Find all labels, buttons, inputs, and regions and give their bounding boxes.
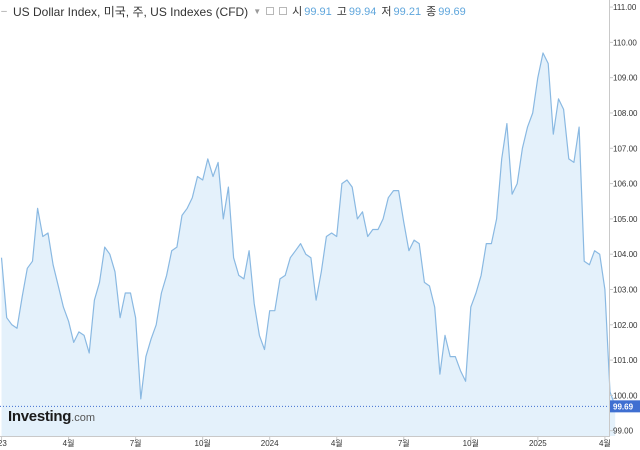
- low-value: 99.21: [393, 6, 422, 18]
- x-tick-label: 10월: [463, 438, 479, 448]
- x-tick-label: 4월: [599, 438, 611, 448]
- x-tick-label: 2024: [261, 439, 279, 448]
- chart-title: US Dollar Index, 미국, 주, US Indexes (CFD): [13, 4, 249, 19]
- x-tick-label: 7월: [130, 438, 142, 448]
- x-tick-label: 10월: [195, 438, 211, 448]
- open-label: 시: [292, 6, 303, 18]
- current-price-tag: [610, 400, 640, 413]
- close-label: 종: [426, 6, 437, 18]
- y-tick-label: 110.00: [613, 38, 637, 47]
- low-stat: 저 99.21: [381, 3, 421, 19]
- high-label: 고: [336, 6, 347, 18]
- high-stat: 고 99.94: [337, 3, 377, 19]
- y-tick-label: 104.00: [613, 250, 638, 259]
- settings-box-icon[interactable]: [266, 7, 275, 15]
- watermark-suffix: .com: [71, 412, 95, 424]
- y-tick-label: 108.00: [613, 109, 638, 118]
- high-value: 99.94: [348, 6, 377, 18]
- x-tick-label: 2025: [529, 439, 547, 448]
- close-box-icon[interactable]: [279, 7, 288, 15]
- close-value: 99.69: [438, 6, 466, 18]
- investing-watermark: Investing.com: [8, 408, 95, 425]
- dropdown-caret-icon[interactable]: ▼: [253, 6, 262, 16]
- low-label: 저: [381, 6, 392, 18]
- y-tick-label: 101.00: [613, 356, 638, 365]
- y-tick-label: 99.00: [613, 427, 634, 436]
- open-stat: 시 99.91: [292, 3, 332, 19]
- open-value: 99.91: [304, 6, 332, 18]
- x-tick-label: 4월: [331, 438, 343, 448]
- collapse-toggle-icon[interactable]: –: [1, 5, 7, 17]
- current-price-tag-label: 99.69: [613, 402, 634, 411]
- watermark-brand: Investing: [8, 408, 72, 425]
- y-tick-label: 105.00: [613, 215, 638, 224]
- y-tick-label: 103.00: [613, 285, 638, 294]
- price-area-fill: [1, 53, 616, 436]
- close-stat: 종 99.69: [426, 3, 466, 19]
- x-tick-label: 7월: [398, 438, 410, 448]
- y-tick-label: 106.00: [613, 180, 638, 189]
- price-series-line: [0, 52, 616, 407]
- y-tick-label: 111.00: [613, 3, 637, 12]
- x-tick-label: '23: [0, 439, 7, 448]
- y-tick-label: 107.00: [613, 144, 638, 153]
- y-tick-label: 100.00: [613, 391, 638, 400]
- y-tick-label: 109.00: [613, 74, 638, 83]
- y-tick-label: 102.00: [613, 321, 638, 330]
- chart-header: – US Dollar Index, 미국, 주, US Indexes (CF…: [0, 2, 466, 20]
- x-tick-label: 4월: [63, 438, 75, 448]
